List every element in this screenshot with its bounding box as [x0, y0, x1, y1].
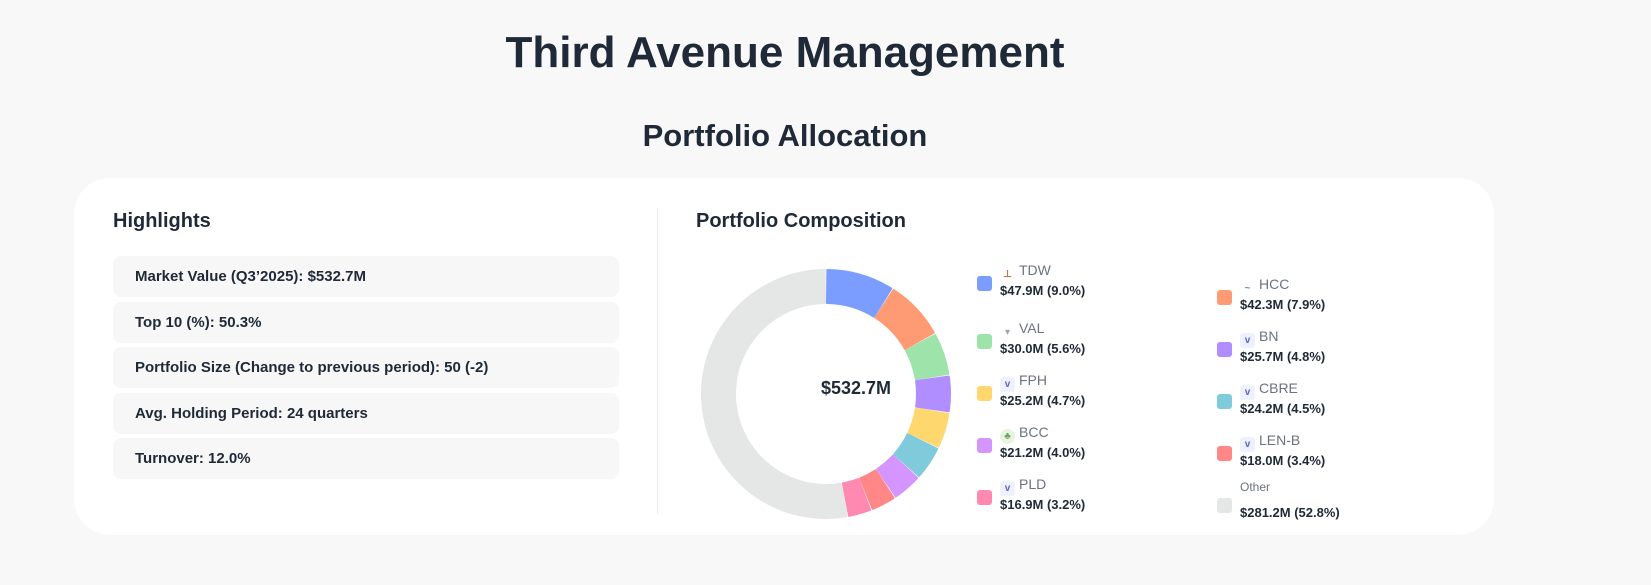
legend-label: v PLD	[1000, 476, 1046, 496]
legend-swatch	[977, 490, 992, 505]
legend-swatch	[1217, 498, 1232, 513]
legend-item-len-b[interactable]: v LEN-B $18.0M (3.4%)	[1217, 432, 1437, 478]
donut-slice-hcc[interactable]	[874, 289, 935, 350]
company-logo-icon: ~	[1244, 283, 1251, 294]
legend-item-hcc[interactable]: ~ HCC $42.3M (7.9%)	[1217, 276, 1437, 322]
legend-swatch	[1217, 290, 1232, 305]
legend-item-bn[interactable]: v BN $25.7M (4.8%)	[1217, 328, 1437, 374]
highlights-title: Highlights	[113, 210, 211, 232]
legend-value: $281.2M (52.8%)	[1240, 505, 1340, 520]
legend-swatch	[1217, 446, 1232, 461]
legend-item-other[interactable]: Other $281.2M (52.8%)	[1217, 480, 1437, 530]
legend-label: v FPH	[1000, 372, 1047, 392]
legend-value: $25.2M (4.7%)	[1000, 393, 1086, 408]
section-title: Portfolio Allocation	[642, 118, 928, 153]
donut-chart	[701, 269, 951, 519]
legend-value: $30.0M (5.6%)	[1000, 341, 1086, 356]
company-logo-icon: ⊥	[1002, 269, 1013, 280]
legend-label: v BN	[1240, 328, 1278, 348]
legend-item-fph[interactable]: v FPH $25.2M (4.7%)	[977, 372, 1197, 418]
chevron-logo-icon: v	[1240, 437, 1255, 452]
highlight-item: Portfolio Size (Change to previous perio…	[113, 347, 619, 388]
legend-label: Other	[1240, 480, 1271, 494]
donut-slice-bn[interactable]	[915, 375, 951, 413]
legend-value: $16.9M (3.2%)	[1000, 497, 1086, 512]
legend-value: $42.3M (7.9%)	[1240, 297, 1326, 312]
legend-swatch	[1217, 342, 1232, 357]
chevron-logo-icon: v	[1000, 377, 1015, 392]
donut-slice-other[interactable]	[701, 269, 848, 519]
donut-slice-len-b[interactable]	[859, 469, 895, 510]
legend-label: v CBRE	[1240, 380, 1298, 400]
legend-item-tdw[interactable]: ⊥ TDW $47.9M (9.0%)	[977, 262, 1197, 308]
legend-label: ♣ BCC	[1000, 424, 1049, 444]
legend-swatch	[977, 276, 992, 291]
chart-title: Portfolio Composition	[696, 210, 906, 232]
legend-value: $24.2M (4.5%)	[1240, 401, 1326, 416]
highlight-item: Avg. Holding Period: 24 quarters	[113, 393, 619, 434]
tree-logo-icon: ♣	[1000, 429, 1015, 444]
donut-slice-val[interactable]	[905, 334, 950, 381]
highlight-item: Turnover: 12.0%	[113, 438, 619, 479]
legend-value: $21.2M (4.0%)	[1000, 445, 1086, 460]
legend-item-pld[interactable]: v PLD $16.9M (3.2%)	[977, 476, 1197, 522]
legend-item-bcc[interactable]: ♣ BCC $21.2M (4.0%)	[977, 424, 1197, 470]
legend-value: $18.0M (3.4%)	[1240, 453, 1326, 468]
donut-slice-pld[interactable]	[841, 478, 872, 517]
highlight-item: Market Value (Q3’2025): $532.7M	[113, 256, 619, 297]
legend-item-cbre[interactable]: v CBRE $24.2M (4.5%)	[1217, 380, 1437, 426]
page-title: Third Avenue Management	[505, 28, 1065, 77]
legend-item-val[interactable]: ▾ VAL $30.0M (5.6%)	[977, 320, 1197, 366]
legend-label: v LEN-B	[1240, 432, 1300, 452]
legend-label: ▾ VAL	[1000, 320, 1044, 340]
allocation-card: Highlights Market Value (Q3’2025): $532.…	[74, 178, 1494, 535]
legend-swatch	[1217, 394, 1232, 409]
legend-value: $47.9M (9.0%)	[1000, 283, 1086, 298]
legend-swatch	[977, 438, 992, 453]
legend-label: ~ HCC	[1240, 276, 1290, 296]
chevron-logo-icon: v	[1240, 333, 1255, 348]
donut-center-total: $532.7M	[820, 378, 892, 398]
legend-label: ⊥ TDW	[1000, 262, 1051, 282]
donut-slice-fph[interactable]	[907, 407, 950, 448]
legend-value: $25.7M (4.8%)	[1240, 349, 1326, 364]
highlight-item: Top 10 (%): 50.3%	[113, 302, 619, 343]
diamond-logo-icon: ▾	[1004, 327, 1011, 338]
chevron-logo-icon: v	[1000, 481, 1015, 496]
divider	[657, 208, 658, 514]
donut-slice-tdw[interactable]	[826, 269, 893, 318]
donut-slice-bcc[interactable]	[876, 454, 919, 498]
legend-swatch	[977, 386, 992, 401]
chevron-logo-icon: v	[1240, 385, 1255, 400]
legend-swatch	[977, 334, 992, 349]
donut-slice-cbre[interactable]	[893, 433, 939, 477]
